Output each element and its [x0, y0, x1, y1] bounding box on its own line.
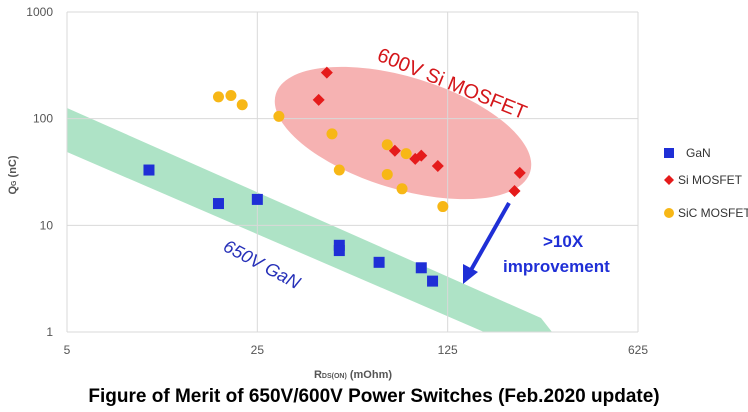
sic-mosfet-point-4	[326, 128, 338, 140]
x-tick-label-1: 25	[251, 343, 265, 357]
si-mosfet-point-1	[312, 93, 325, 106]
axis-ticks: 5 25 125 625 1 10 100 1000	[26, 5, 648, 357]
y-tick-label-1: 10	[40, 218, 54, 232]
si-mosfet-point-2	[388, 144, 401, 157]
sic-mosfet-point-1	[225, 89, 237, 101]
x-axis-label-rest: (mOhm)	[347, 369, 393, 381]
sic-mosfet-point-8	[400, 148, 412, 160]
y-axis-label-sub: G	[11, 180, 18, 186]
sic-mosfet-point-7	[381, 168, 393, 180]
legend-marker-sic-mosfet	[664, 208, 674, 218]
x-axis-label-main: R	[314, 369, 322, 381]
data-points	[143, 66, 526, 287]
si-mosfet-point-7	[508, 184, 521, 197]
x-tick-label-2: 125	[438, 343, 458, 357]
y-tick-label-2: 100	[33, 112, 53, 126]
legend-label-si-mosfet: Si MOSFET	[678, 173, 743, 187]
legend-label-sic-mosfet: SiC MOSFET	[678, 206, 748, 220]
y-axis-label-rest: (nC)	[7, 155, 19, 180]
x-tick-label-0: 5	[64, 343, 71, 357]
improvement-arrow	[463, 202, 511, 284]
legend-marker-gan	[664, 148, 674, 158]
y-axis-label-main: Q	[7, 186, 19, 195]
sic-mosfet-point-5	[333, 164, 345, 176]
y-tick-label-0: 1	[46, 325, 53, 339]
sic-mosfet-point-3	[273, 110, 285, 122]
y-axis-label: QG (nC)	[7, 155, 19, 194]
chart-grid	[66, 11, 639, 333]
y-tick-label-3: 1000	[26, 5, 53, 19]
x-tick-label-3: 625	[628, 343, 648, 357]
sic-mosfet-point-0	[212, 91, 224, 103]
x-axis-label-sub: DS(ON)	[322, 373, 347, 380]
si-mosfet-point-5	[431, 159, 444, 172]
sic-mosfet-point-6	[381, 139, 393, 151]
sic-mosfet-point-10	[437, 201, 449, 213]
gan-point-7	[427, 275, 439, 287]
legend-marker-si-mosfet	[664, 175, 674, 185]
legend: GaN Si MOSFET SiC MOSFET	[664, 146, 748, 220]
improvement-arrow-head	[463, 264, 478, 284]
gan-point-4	[333, 245, 345, 257]
gan-point-5	[373, 256, 385, 268]
x-axis-label: RDS(ON) (mOhm)	[314, 369, 392, 381]
gan-point-6	[415, 262, 427, 274]
si-mosfet-point-0	[320, 66, 333, 79]
gan-point-2	[251, 193, 263, 205]
legend-label-gan: GaN	[686, 146, 711, 160]
gan-point-1	[212, 198, 224, 210]
si-mosfet-point-6	[513, 166, 526, 179]
improvement-arrow-shaft	[469, 202, 511, 271]
improvement-label-line2: improvement	[503, 257, 610, 276]
improvement-label-line1: >10X	[543, 232, 584, 251]
gan-point-0	[143, 164, 155, 176]
sic-mosfet-point-2	[236, 99, 248, 111]
si-mosfet-point-4	[415, 149, 428, 162]
sic-mosfet-point-9	[396, 183, 408, 195]
figure-caption: Figure of Merit of 650V/600V Power Switc…	[88, 386, 659, 407]
